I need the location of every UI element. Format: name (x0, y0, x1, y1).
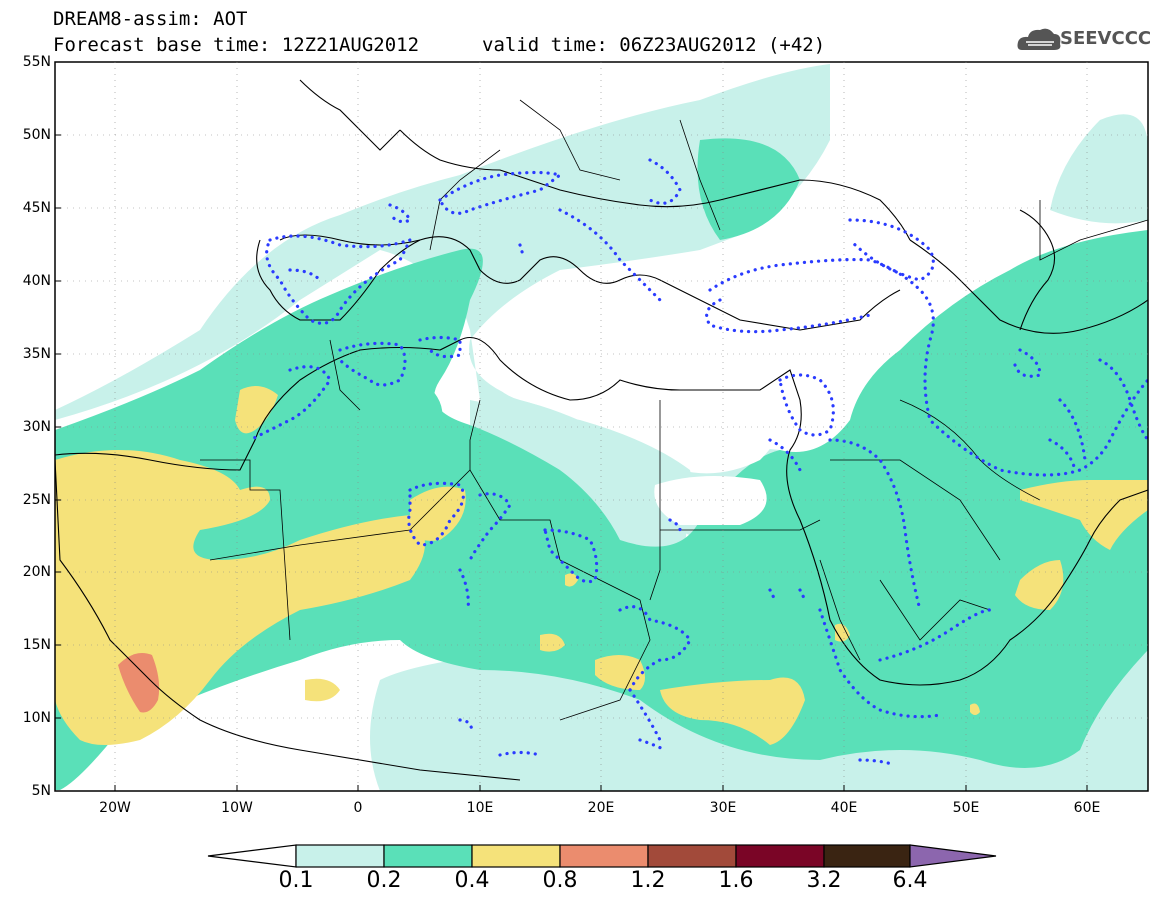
lat-label: 30N (22, 419, 51, 435)
colorbar-swatch (647, 844, 737, 868)
colorbar-swatch (735, 844, 825, 868)
colorbar-swatch (383, 844, 473, 868)
aot-field (55, 62, 1148, 791)
lon-label: 50E (952, 800, 980, 816)
colorbar-label: 0.4 (454, 868, 490, 893)
lat-label: 50N (22, 127, 51, 143)
dust-contours (248, 158, 1148, 767)
lon-label: 20W (99, 800, 131, 816)
lon-label: 60E (1073, 800, 1101, 816)
lon-label: 30E (709, 800, 737, 816)
lat-label: 5N (31, 783, 51, 799)
colorbar-label: 0.2 (366, 868, 402, 893)
colorbar-label: 1.6 (718, 868, 754, 893)
coastlines (55, 79, 1148, 781)
seevccc-logo (1017, 28, 1061, 50)
colorbar-label: 0.8 (542, 868, 578, 893)
lon-label: 10W (221, 800, 253, 816)
lon-label: 10E (466, 800, 494, 816)
colorbar-low-arrow (207, 844, 297, 868)
aot-band-0.8 (118, 652, 160, 713)
lat-label: 35N (22, 346, 51, 362)
colorbar-high-arrow (909, 844, 997, 868)
lon-label: 0 (353, 800, 363, 816)
lon-label: 40E (830, 800, 858, 816)
colorbar (207, 844, 997, 868)
lat-label: 45N (22, 200, 51, 216)
colorbar-swatch (471, 844, 561, 868)
colorbar-label: 0.1 (278, 868, 314, 893)
colorbar-swatch (295, 844, 385, 868)
colorbar-label: 1.2 (630, 868, 666, 893)
lat-label: 15N (22, 637, 51, 653)
country-borders (200, 99, 1148, 721)
cloud-icon (1017, 28, 1061, 50)
graticule (55, 62, 1148, 791)
colorbar-label: 6.4 (892, 868, 928, 893)
colorbar-swatch (559, 844, 649, 868)
colorbar-label: 3.2 (806, 868, 842, 893)
aot-low-region (480, 290, 792, 474)
lon-label: 20E (587, 800, 615, 816)
map-title: DREAM8-assim: AOT (53, 8, 248, 30)
valid-time: valid time: 06Z23AUG2012 (+42) (482, 34, 826, 56)
lat-label: 40N (22, 273, 51, 289)
lat-label: 20N (22, 564, 51, 580)
lat-label: 25N (22, 492, 51, 508)
forecast-base-time: Forecast base time: 12Z21AUG2012 (53, 34, 420, 56)
logo-text: SEEVCCC (1060, 28, 1152, 49)
lat-label: 55N (22, 54, 51, 70)
aot-band-0.4 (55, 386, 1148, 745)
axis-ticks (55, 61, 1088, 792)
colorbar-swatch (823, 844, 911, 868)
lat-label: 10N (22, 710, 51, 726)
aot-band-0.2 (55, 138, 1148, 791)
